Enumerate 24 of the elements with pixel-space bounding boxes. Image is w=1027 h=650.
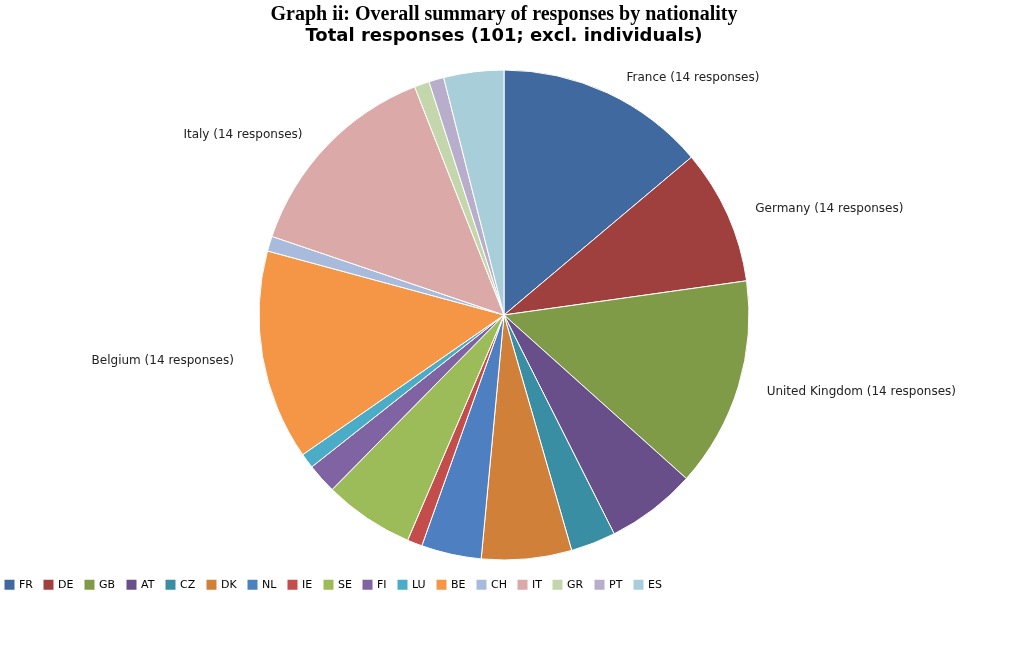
legend-label: AT (141, 577, 155, 591)
legend-label: ES (648, 577, 662, 591)
legend-label: PT (609, 577, 623, 591)
legend-label: LU (412, 577, 426, 591)
legend-label: IE (302, 577, 313, 591)
legend-label: IT (532, 577, 543, 591)
chart-subtitle: Total responses (101; excl. individuals) (305, 24, 703, 46)
legend-label: CZ (180, 577, 196, 591)
legend-label: NL (262, 577, 278, 591)
legend-label: DK (221, 577, 238, 591)
legend-label: FR (19, 577, 34, 591)
legend-label: SE (338, 577, 352, 591)
text: United Kingdom (14 responses) (766, 384, 956, 399)
legend-label: FI (377, 577, 387, 591)
legend-label: BE (451, 577, 466, 591)
text: France (14 responses) (626, 70, 760, 85)
text: Italy (14 responses) (183, 127, 303, 142)
legend-label: GR (567, 577, 584, 591)
text: Germany (14 responses) (755, 201, 904, 216)
legend-label: CH (491, 577, 507, 591)
text: Belgium (14 responses) (91, 352, 234, 367)
legend-label: DE (58, 577, 74, 591)
legend-label: GB (99, 577, 116, 591)
chart-title: Graph ii: Overall summary of responses by nationality (270, 2, 738, 26)
